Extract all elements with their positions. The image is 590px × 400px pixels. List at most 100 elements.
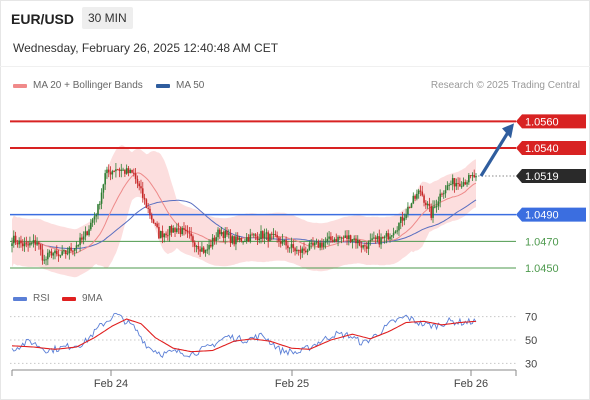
- x-tick-label: Feb 26: [454, 378, 488, 390]
- candle-body: [439, 193, 441, 202]
- candle-body: [236, 236, 239, 240]
- candle-body: [337, 236, 339, 242]
- candle-body: [32, 240, 35, 243]
- candle-body: [70, 247, 72, 251]
- candle-body: [253, 234, 255, 236]
- candle-body: [419, 190, 422, 192]
- candle-body: [330, 236, 332, 241]
- candle-body: [116, 169, 119, 171]
- candle-body: [131, 169, 133, 173]
- credit-label: Research © 2025 Trading Central: [430, 80, 580, 91]
- candle-body: [385, 233, 388, 237]
- candle-body: [231, 236, 234, 244]
- candle-body: [432, 206, 434, 218]
- candle-body: [355, 238, 357, 244]
- level-label-support: 1.0470: [525, 236, 559, 248]
- candle-body: [242, 241, 244, 243]
- candle-body: [202, 247, 205, 253]
- candle-body: [278, 237, 280, 242]
- candle-body: [362, 245, 364, 248]
- candle-body: [305, 250, 307, 253]
- ma20-line: [11, 172, 477, 254]
- candle-body: [468, 175, 470, 183]
- candle-body: [168, 226, 171, 236]
- candle-body: [81, 237, 83, 240]
- candle-body: [258, 238, 261, 241]
- candle-body: [159, 231, 162, 239]
- candle-body: [222, 232, 225, 238]
- rsi-line: [11, 312, 477, 359]
- candle-body: [127, 168, 130, 174]
- candle-body: [287, 245, 289, 249]
- candle-body: [417, 190, 420, 194]
- candle-body: [197, 246, 200, 250]
- candle-body: [315, 241, 318, 243]
- candle-body: [460, 186, 463, 188]
- ma50-swatch: [156, 83, 170, 88]
- candle-body: [399, 216, 402, 224]
- candle-body: [125, 168, 128, 174]
- candle-body: [167, 235, 169, 237]
- candle-body: [351, 239, 354, 242]
- candle-body: [213, 237, 216, 242]
- candle-body: [360, 245, 363, 248]
- candle-body: [27, 244, 29, 246]
- candle-body: [340, 237, 343, 239]
- candle-body: [276, 235, 278, 238]
- candle-body: [120, 169, 123, 171]
- candle-body: [403, 218, 406, 221]
- candle-body: [181, 228, 183, 235]
- legend-ma50: MA 50: [156, 80, 204, 91]
- candle-body: [466, 182, 468, 185]
- candle-body: [392, 233, 395, 236]
- candle-body: [244, 241, 246, 243]
- candle-body: [25, 243, 28, 245]
- candle-body: [188, 232, 191, 234]
- candle-body: [118, 169, 121, 171]
- candle-body: [226, 230, 228, 235]
- candle-body: [134, 173, 137, 179]
- candle-body: [18, 240, 20, 245]
- candle-body: [14, 235, 17, 243]
- candle-body: [416, 193, 418, 199]
- candle-body: [328, 236, 330, 239]
- level-tag-resistance: [516, 114, 586, 129]
- candle-body: [66, 253, 69, 255]
- candle-body: [369, 240, 372, 242]
- candle-body: [263, 233, 266, 239]
- level-tag-resistance: [516, 141, 586, 155]
- candle-body: [321, 242, 323, 247]
- candle-body: [451, 178, 454, 185]
- candle-body: [102, 184, 105, 193]
- candle-body: [283, 239, 286, 241]
- ma9-swatch: [62, 296, 76, 301]
- candle-body: [50, 251, 53, 256]
- candle-body: [172, 228, 175, 233]
- candle-body: [319, 242, 321, 248]
- candle-body: [143, 197, 146, 200]
- candle-body: [64, 250, 67, 255]
- candle-body: [297, 249, 300, 251]
- candle-body: [86, 231, 89, 236]
- candle-body: [364, 245, 366, 247]
- candle-body: [179, 228, 182, 235]
- timeframe-badge[interactable]: 30 MIN: [82, 7, 133, 29]
- candle-body: [138, 183, 140, 187]
- forecast-arrowhead: [502, 123, 514, 139]
- candle-body: [272, 234, 275, 236]
- candle-body: [398, 223, 400, 231]
- level-label-current: 1.0519: [525, 171, 559, 183]
- candle-body: [170, 226, 173, 233]
- candle-body: [141, 188, 144, 198]
- candle-body: [389, 236, 391, 240]
- candle-body: [249, 234, 252, 242]
- candle-body: [122, 169, 124, 171]
- candle-body: [204, 249, 207, 253]
- candle-body: [63, 250, 65, 252]
- candle-body: [303, 248, 305, 251]
- candle-body: [433, 206, 436, 208]
- candle-body: [217, 229, 219, 238]
- candle-body: [459, 183, 461, 187]
- candle-body: [322, 242, 325, 247]
- candle-body: [150, 215, 153, 220]
